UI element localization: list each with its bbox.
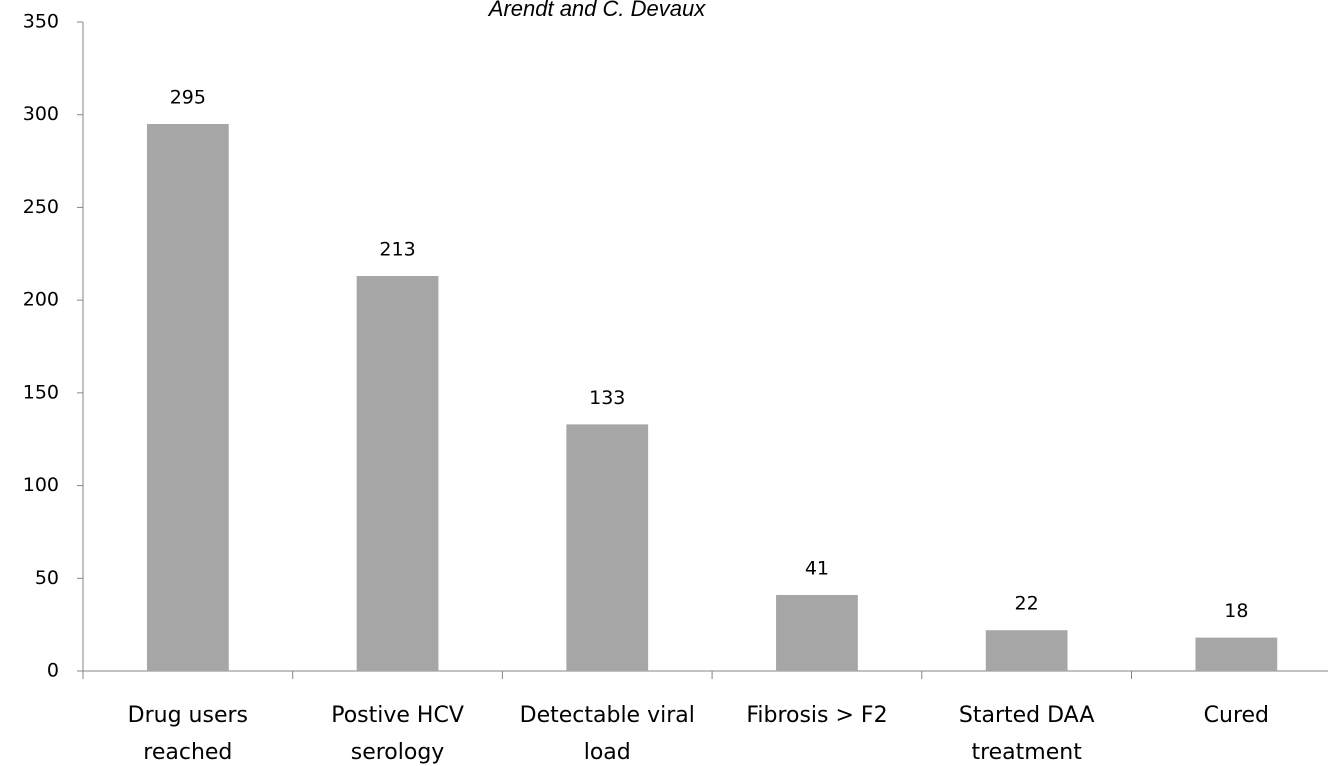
- y-tick-label: 250: [23, 196, 59, 218]
- x-tick-label: Cured: [1204, 703, 1269, 728]
- x-tick-label: Fibrosis > F2: [746, 703, 887, 728]
- y-tick-label: 200: [23, 289, 59, 311]
- value-label: 213: [379, 239, 415, 261]
- bar: [566, 424, 649, 671]
- x-tick-label: treatment: [971, 740, 1082, 765]
- bar: [985, 630, 1068, 671]
- x-tick-label: reached: [143, 740, 232, 765]
- bar: [776, 594, 858, 671]
- x-tick-label: load: [584, 740, 631, 765]
- y-tick-label: 150: [23, 381, 59, 403]
- y-tick-label: 50: [35, 567, 59, 589]
- x-tick-label: Started DAA: [959, 703, 1095, 728]
- x-tick-label: Detectable viral: [520, 703, 695, 728]
- value-label: 295: [170, 86, 206, 108]
- bar: [146, 123, 229, 671]
- x-tick-label: Drug users: [128, 703, 248, 728]
- bar: [1195, 637, 1278, 671]
- bar: [356, 276, 439, 671]
- value-label: 18: [1224, 600, 1248, 622]
- value-label: 22: [1015, 593, 1039, 615]
- y-tick-label: 350: [23, 11, 59, 33]
- x-tick-label: Postive HCV: [331, 703, 464, 728]
- chart-title: Arendt and C. Devaux: [487, 0, 706, 21]
- y-tick-label: 300: [23, 103, 59, 125]
- y-tick-label: 100: [23, 474, 59, 496]
- value-label: 133: [589, 387, 625, 409]
- x-tick-label: serology: [351, 740, 445, 765]
- y-tick-label: 0: [47, 660, 59, 682]
- value-label: 41: [805, 557, 829, 579]
